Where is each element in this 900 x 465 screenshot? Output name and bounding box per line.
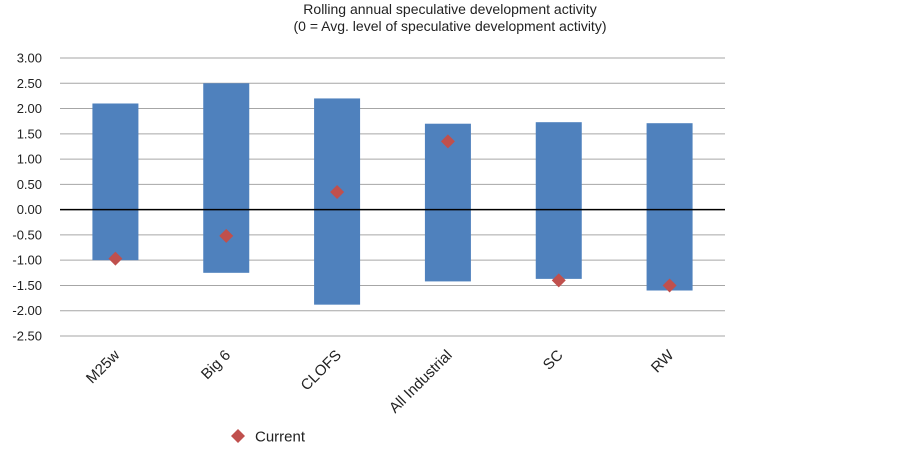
chart-title: Rolling annual speculative development a… — [294, 1, 607, 34]
y-tick-label: 3.00 — [17, 51, 42, 66]
y-tick-label: -1.00 — [12, 253, 42, 268]
y-tick-label: 2.50 — [17, 76, 42, 91]
range-bars — [92, 83, 693, 305]
y-tick-label: 1.00 — [17, 152, 42, 167]
current-markers — [108, 134, 677, 293]
range-bar — [92, 103, 139, 261]
chart-title-line-2: (0 = Avg. level of speculative developme… — [294, 18, 607, 34]
range-bar — [203, 83, 250, 273]
legend-current-label: Current — [255, 429, 306, 446]
chart-title-line-1: Rolling annual speculative development a… — [303, 1, 596, 17]
legend: Current — [231, 429, 306, 446]
x-category-label: M25w — [83, 347, 123, 387]
current-marker — [440, 134, 455, 149]
current-marker — [219, 228, 234, 243]
gridlines — [60, 57, 725, 337]
y-tick-label: -2.00 — [12, 303, 42, 318]
x-axis-category-labels: M25w Big 6 CLOFS All Industrial SC RW — [83, 346, 678, 416]
y-tick-label: 2.00 — [17, 101, 42, 116]
current-marker — [662, 278, 677, 293]
range-bar — [646, 123, 693, 291]
y-tick-label: -0.50 — [12, 227, 42, 242]
range-bar — [535, 122, 582, 279]
current-marker — [108, 251, 123, 266]
y-tick-label: 1.50 — [17, 126, 42, 141]
y-tick-label: 0.00 — [17, 202, 42, 217]
y-tick-label: 0.50 — [17, 177, 42, 192]
y-axis-tick-labels: 3.00 2.50 2.00 1.50 1.00 0.50 0.00 -0.50 -1.00 -1… — [12, 51, 42, 344]
x-category-label: CLOFS — [298, 347, 345, 394]
x-category-label: Big 6 — [198, 347, 234, 383]
y-tick-label: -2.50 — [12, 329, 42, 344]
x-category-label: RW — [648, 346, 678, 376]
x-category-label: All Industrial — [386, 347, 456, 417]
x-category-label: SC — [540, 347, 567, 374]
range-bar — [424, 123, 471, 282]
current-marker — [551, 273, 566, 288]
y-tick-label: -1.50 — [12, 278, 42, 293]
range-bar — [314, 98, 361, 305]
current-marker — [330, 184, 345, 199]
legend-current-marker — [231, 429, 245, 443]
